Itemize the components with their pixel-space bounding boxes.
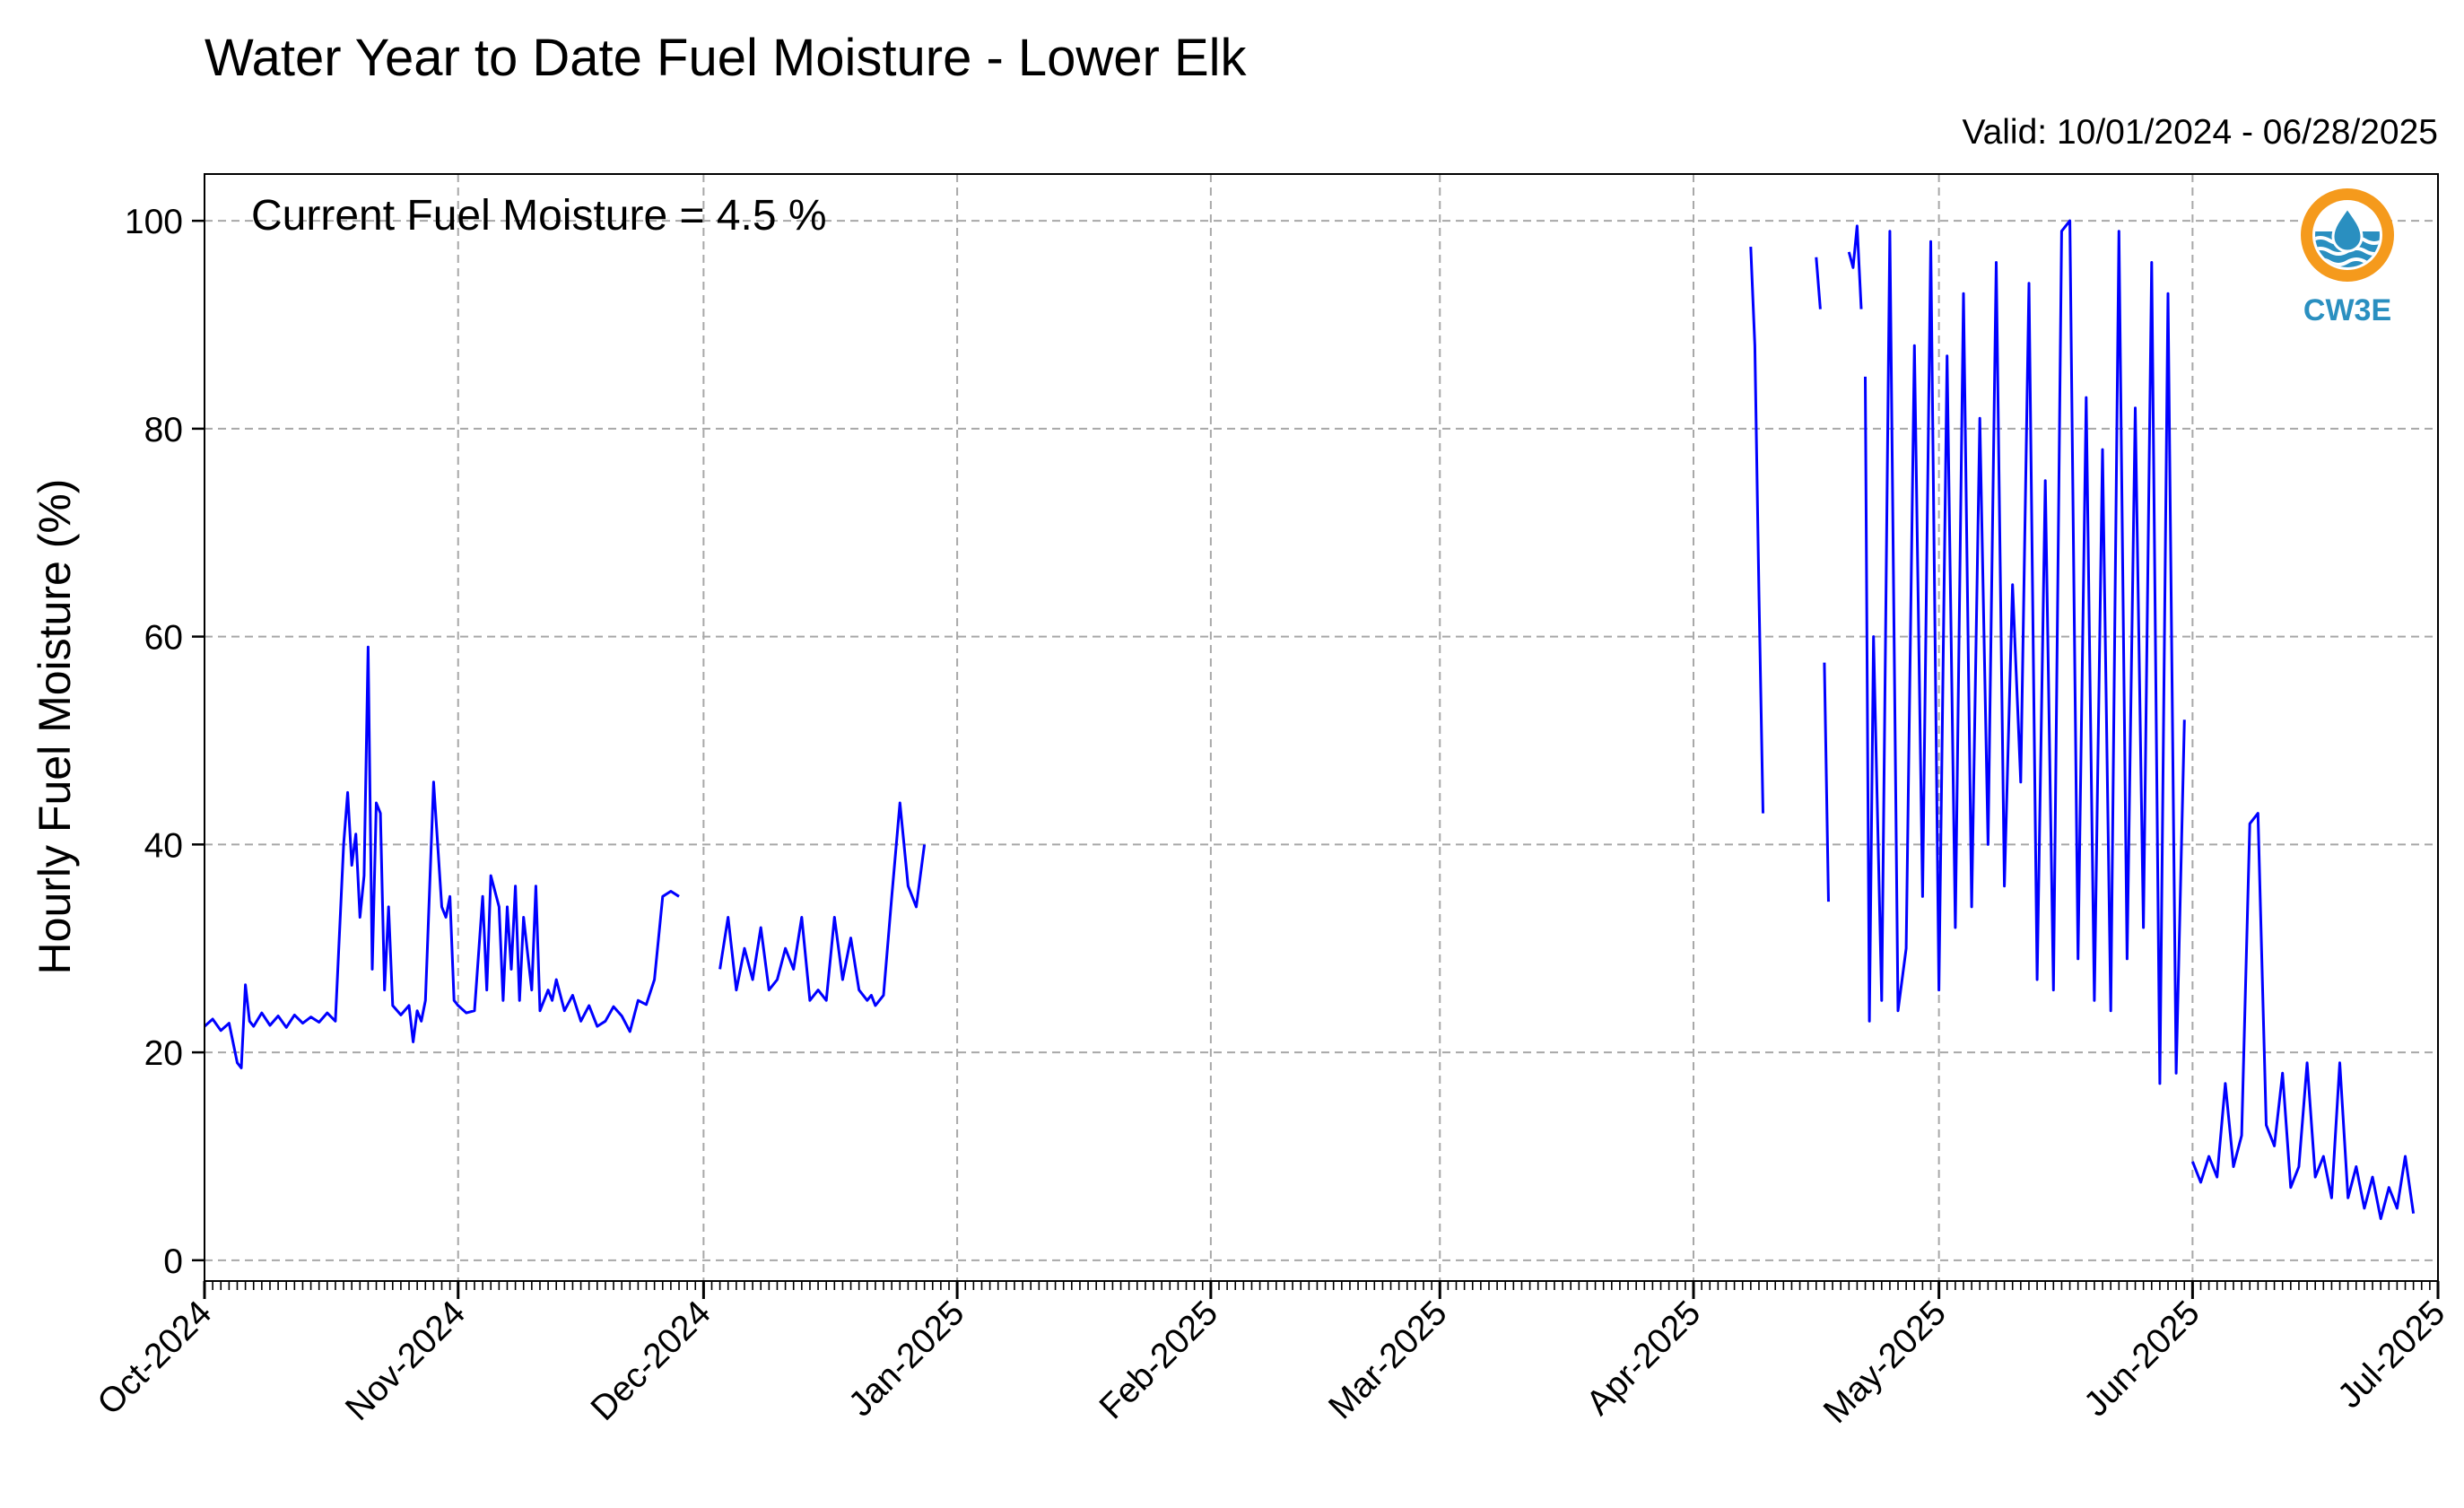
fuel-moisture-line-segment [1847, 224, 1863, 309]
x-tick-label: Jun-2025 [2077, 1294, 2207, 1424]
x-tick-label: May-2025 [1816, 1294, 1954, 1431]
x-tick-label: Apr-2025 [1580, 1294, 1709, 1423]
x-tick-label: Jul-2025 [2330, 1294, 2452, 1416]
x-tick-label: Dec-2024 [584, 1294, 718, 1428]
grid-lines [204, 174, 2439, 1281]
fuel-moisture-line-segment [2191, 812, 2416, 1220]
logo-drop-icon [2331, 205, 2364, 253]
data-line-layer [204, 219, 2416, 1220]
fuel-moisture-line-segment [1749, 247, 1764, 814]
x-tick-label: Oct-2024 [91, 1294, 220, 1423]
fuel-moisture-line-segment [718, 801, 927, 1007]
y-tick-label: 20 [144, 1034, 183, 1073]
y-tick-label: 40 [144, 826, 183, 865]
fuel-moisture-line-segment [1864, 219, 2186, 1085]
fuel-moisture-line-segment [204, 645, 680, 1069]
chart-subtitle: Valid: 10/01/2024 - 06/28/2025 [1962, 113, 2438, 152]
cw3e-logo: CW3E [2301, 188, 2394, 327]
y-tick-label: 60 [144, 619, 183, 658]
axis-ticks [192, 219, 2440, 1299]
current-moisture-annotation: Current Fuel Moisture = 4.5 % [251, 192, 827, 240]
fuel-moisture-line-segment [1823, 662, 1830, 902]
x-tick-label: Jan-2025 [841, 1294, 971, 1424]
x-tick-label: Mar-2025 [1321, 1294, 1454, 1426]
fuel-moisture-line-segment [1815, 257, 1822, 309]
x-tick-label: Feb-2025 [1093, 1294, 1225, 1426]
logo-text: CW3E [2303, 293, 2391, 327]
axes-frame [204, 173, 2439, 1282]
y-axis-label: Hourly Fuel Moisture (%) [30, 479, 80, 975]
y-tick-label: 0 [163, 1242, 183, 1281]
y-tick-label: 80 [144, 411, 183, 449]
plot-frame [204, 173, 2439, 1282]
x-tick-label: Nov-2024 [338, 1294, 473, 1428]
chart-title: Water Year to Date Fuel Moisture - Lower… [205, 29, 1248, 87]
y-tick-label: 100 [125, 203, 183, 241]
